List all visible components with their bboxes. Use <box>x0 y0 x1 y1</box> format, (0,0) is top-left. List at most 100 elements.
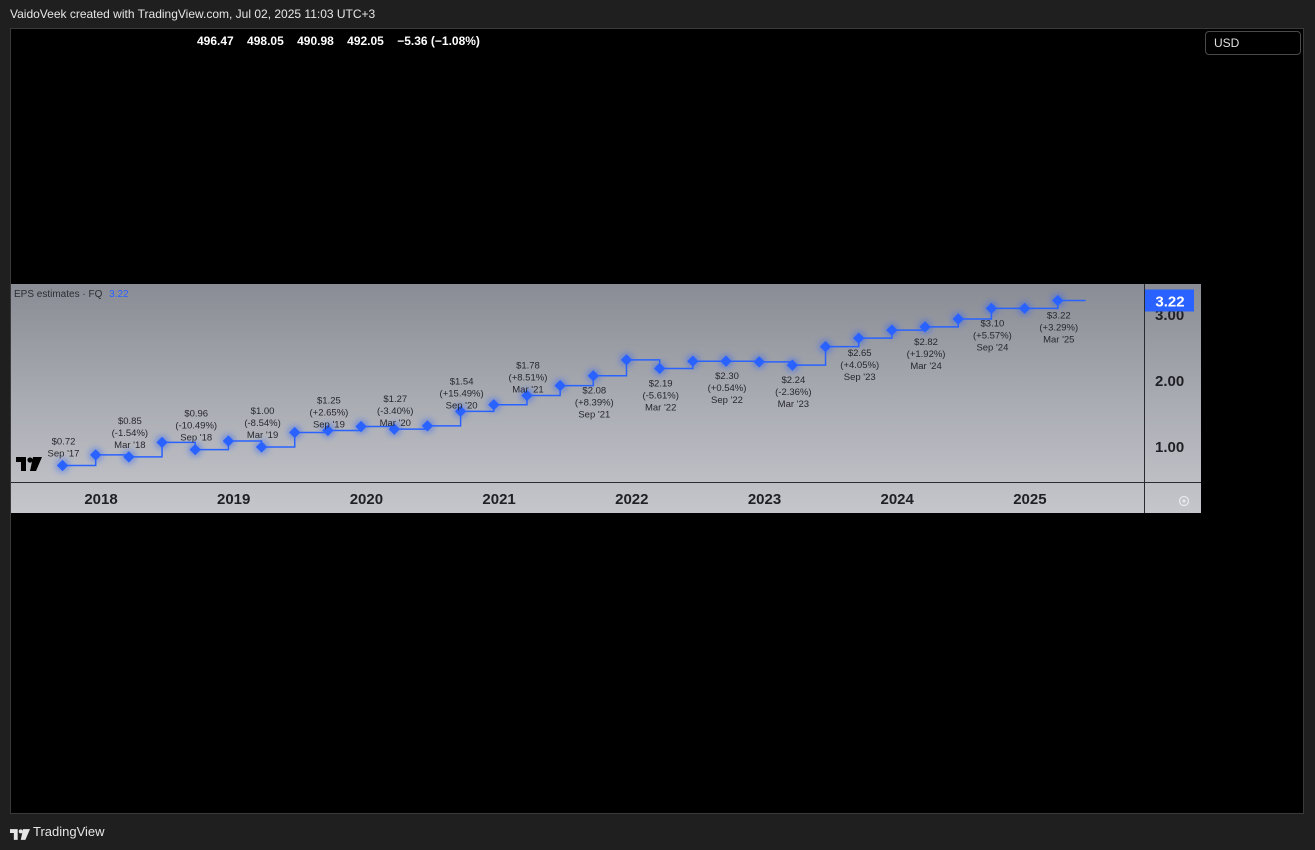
eps-data-label-2-1: (-1.54%) <box>112 428 148 439</box>
eps-point-marker-4 <box>189 443 201 456</box>
eps-point-marker-3 <box>156 436 168 449</box>
eps-point-marker-21 <box>753 356 765 368</box>
top-caption-bar: VaidoVeek created with TradingView.com, … <box>0 0 1315 28</box>
eps-data-label-20-1: (+0.54%) <box>708 383 747 394</box>
eps-pane[interactable] <box>11 284 1201 513</box>
eps-data-label-10-0: $1.27 <box>383 394 407 405</box>
eps-data-label-28-2: Sep '24 <box>976 342 1008 353</box>
eps-point-marker-17 <box>620 354 633 366</box>
eps-point-marker-24 <box>853 332 865 344</box>
eps-data-label-20-2: Sep '22 <box>711 395 743 406</box>
eps-point-marker-23 <box>819 341 832 353</box>
eps-data-label-30-0: $3.22 <box>1047 310 1071 321</box>
ohlc-close: 492.05 <box>347 34 384 48</box>
eps-data-label-0-0: $0.72 <box>52 436 76 447</box>
eps-data-label-22-1: (-2.36%) <box>775 387 811 398</box>
eps-data-label-30-2: Mar '25 <box>1043 334 1074 345</box>
eps-data-label-2-0: $0.85 <box>118 416 142 427</box>
eps-point-marker-5 <box>222 435 235 447</box>
eps-data-label-12-2: Sep '20 <box>446 400 478 411</box>
eps-step-line <box>62 299 1086 467</box>
eps-point-marker-6 <box>255 441 268 453</box>
eps-data-label-6-0: $1.00 <box>251 406 275 417</box>
pane-legend: EPS estimates · FQ 3.22 <box>14 289 129 300</box>
x-tick-label-2023: 2023 <box>748 491 781 508</box>
eps-data-label-24-2: Sep '23 <box>844 372 876 383</box>
eps-data-label-18-2: Mar '22 <box>645 402 676 413</box>
eps-point-marker-8 <box>322 424 334 437</box>
eps-data-label-10-1: (-3.40%) <box>377 406 413 417</box>
x-tick-label-2020: 2020 <box>350 491 383 508</box>
eps-point-marker-22 <box>786 359 799 371</box>
pane-current-value: 3.22 <box>109 289 129 300</box>
eps-data-label-14-0: $1.78 <box>516 361 540 372</box>
eps-point-marker-12 <box>454 405 467 418</box>
eps-data-label-28-0: $3.10 <box>981 318 1005 329</box>
eps-point-marker-15 <box>554 379 566 392</box>
eps-data-label-24-1: (+4.05%) <box>840 360 879 371</box>
tradingview-watermark-icon <box>16 457 42 476</box>
eps-data-label-18-1: (-5.61%) <box>642 390 678 401</box>
eps-data-label-4-2: Sep '18 <box>180 433 212 444</box>
eps-point-marker-26 <box>919 321 931 333</box>
eps-point-marker-11 <box>421 420 434 432</box>
eps-data-label-4-1: (-10.49%) <box>175 421 217 432</box>
tradingview-logo-icon <box>10 827 30 845</box>
ohlc-change: −5.36 (−1.08%) <box>397 34 480 48</box>
eps-data-label-18-0: $2.19 <box>649 378 673 389</box>
eps-data-label-8-0: $1.25 <box>317 396 341 407</box>
eps-point-marker-13 <box>488 399 500 411</box>
eps-data-label-26-1: (+1.92%) <box>907 349 946 360</box>
last-value-text: 3.22 <box>1155 293 1184 310</box>
eps-data-label-2-2: Mar '18 <box>114 440 145 451</box>
eps-data-label-12-1: (+15.49%) <box>440 388 484 399</box>
y-tick-label-1.00: 1.00 <box>1155 439 1184 456</box>
eps-data-label-20-0: $2.30 <box>715 371 739 382</box>
last-value-badge <box>1145 289 1194 312</box>
eps-data-label-22-2: Mar '23 <box>778 399 809 410</box>
eps-data-label-8-2: Sep '19 <box>313 420 345 431</box>
eps-point-marker-19 <box>687 355 699 367</box>
eps-point-marker-2 <box>123 451 135 463</box>
eps-point-marker-25 <box>886 324 898 336</box>
x-tick-label-2022: 2022 <box>615 491 648 508</box>
eps-point-marker-27 <box>952 313 964 325</box>
gear-hub <box>1182 499 1186 503</box>
tradingview-brand[interactable]: TradingView <box>33 824 105 839</box>
y-tick-label-2.00: 2.00 <box>1155 373 1184 390</box>
eps-point-marker-16 <box>587 370 599 382</box>
eps-data-label-16-1: (+8.39%) <box>575 398 614 409</box>
eps-point-marker-18 <box>654 362 666 375</box>
eps-data-label-26-2: Mar '24 <box>910 361 941 372</box>
eps-point-marker-9 <box>355 420 367 433</box>
eps-point-marker-20 <box>720 355 732 367</box>
eps-data-label-24-0: $2.65 <box>848 348 872 359</box>
ohlc-readout: 496.47 498.05 490.98 492.05 −5.36 (−1.08… <box>197 34 490 48</box>
eps-data-label-28-1: (+5.57%) <box>973 330 1012 341</box>
x-tick-label-2021: 2021 <box>482 491 515 508</box>
scale-settings-icon <box>1178 495 1190 507</box>
gear-ring <box>1178 495 1190 507</box>
eps-point-marker-10 <box>388 423 400 435</box>
eps-data-label-8-1: (+2.65%) <box>310 408 349 419</box>
x-tick-label-2018: 2018 <box>84 491 117 508</box>
chart-caption: VaidoVeek created with TradingView.com, … <box>10 7 376 21</box>
eps-data-label-6-1: (-8.54%) <box>244 418 280 429</box>
eps-point-marker-29 <box>1018 302 1031 315</box>
pane-title-text: EPS estimates · FQ <box>14 289 103 300</box>
currency-selector[interactable]: USD <box>1205 31 1301 55</box>
eps-data-label-14-1: (+8.51%) <box>509 373 548 384</box>
eps-data-label-16-2: Sep '21 <box>578 410 610 421</box>
eps-data-label-30-1: (+3.29%) <box>1039 322 1078 333</box>
ohlc-high: 498.05 <box>247 34 284 48</box>
ohlc-low: 490.98 <box>297 34 334 48</box>
eps-point-marker-7 <box>289 426 301 439</box>
x-tick-label-2025: 2025 <box>1013 491 1046 508</box>
eps-point-marker-30 <box>1052 294 1064 307</box>
eps-data-label-26-0: $2.82 <box>914 337 938 348</box>
eps-data-label-12-0: $1.54 <box>450 376 474 387</box>
eps-point-marker-14 <box>521 389 533 402</box>
eps-data-label-10-2: Mar '20 <box>380 418 411 429</box>
eps-data-label-14-2: Mar '21 <box>512 385 543 396</box>
